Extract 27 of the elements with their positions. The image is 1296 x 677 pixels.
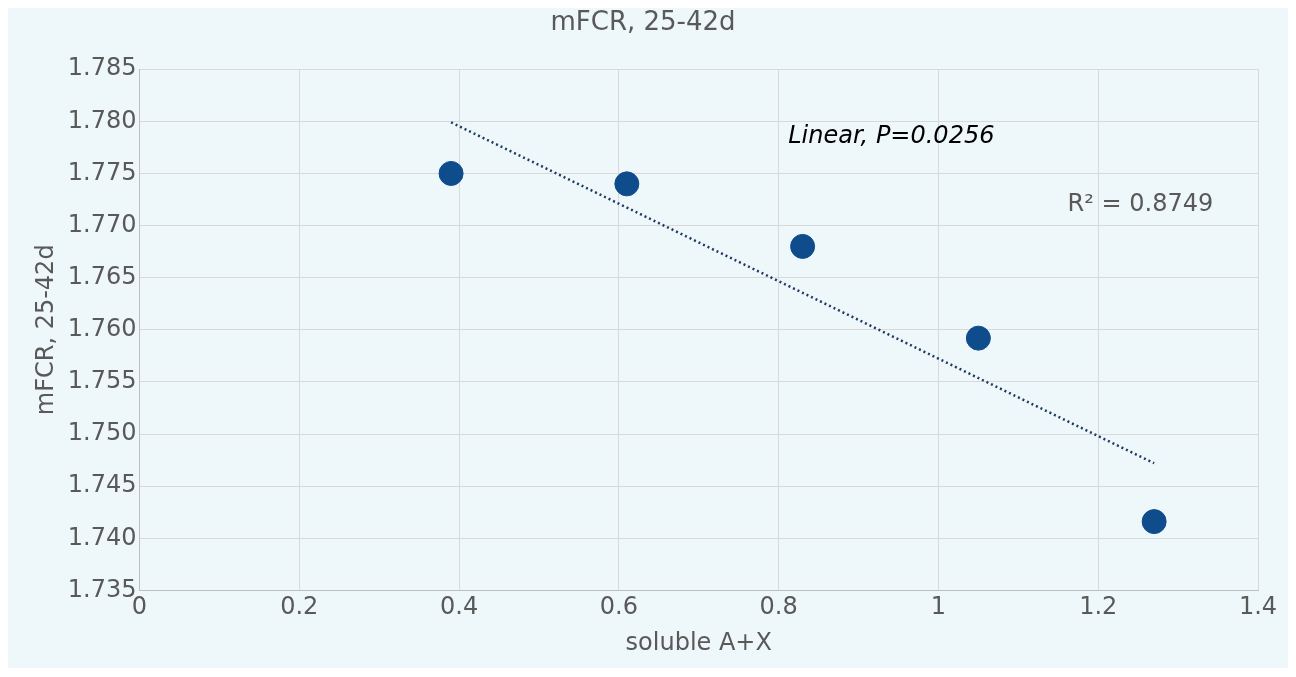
y-tick-label: 1.750 (67, 418, 137, 447)
y-tick-label: 1.785 (67, 53, 137, 82)
x-tick-label: 0.6 (599, 592, 638, 621)
x-tick-label: 0.8 (759, 592, 798, 621)
y-tick-label: 1.780 (67, 105, 137, 134)
y-tick-label: 1.760 (67, 314, 137, 343)
y-tick-label: 1.770 (67, 209, 137, 238)
x-tick-label: 0.2 (280, 592, 319, 621)
point (965, 325, 991, 351)
point (438, 160, 464, 186)
y-axis-title: mFCR, 25-42d (30, 244, 59, 416)
x-tick-label: 1.2 (1079, 592, 1118, 621)
y-tick-label: 1.775 (67, 157, 137, 186)
annotation: R² = 0.8749 (1067, 188, 1214, 217)
y-tick-label: 1.745 (67, 470, 137, 499)
point (1141, 509, 1167, 535)
x-axis-title: soluble A+X (625, 627, 772, 656)
x-tick-label: 1 (930, 592, 947, 621)
y-tick-label: 1.755 (67, 366, 137, 395)
x-tick-label: 0.4 (439, 592, 479, 621)
point (614, 171, 640, 197)
y-tick-label: 1.740 (67, 522, 137, 551)
point (790, 233, 816, 259)
chart-title: mFCR, 25-42d (550, 6, 736, 37)
y-tick-label: 1.765 (67, 261, 137, 290)
x-tick-label: 1.4 (1238, 592, 1278, 621)
annotation: Linear, P=0.0256 (788, 121, 995, 150)
